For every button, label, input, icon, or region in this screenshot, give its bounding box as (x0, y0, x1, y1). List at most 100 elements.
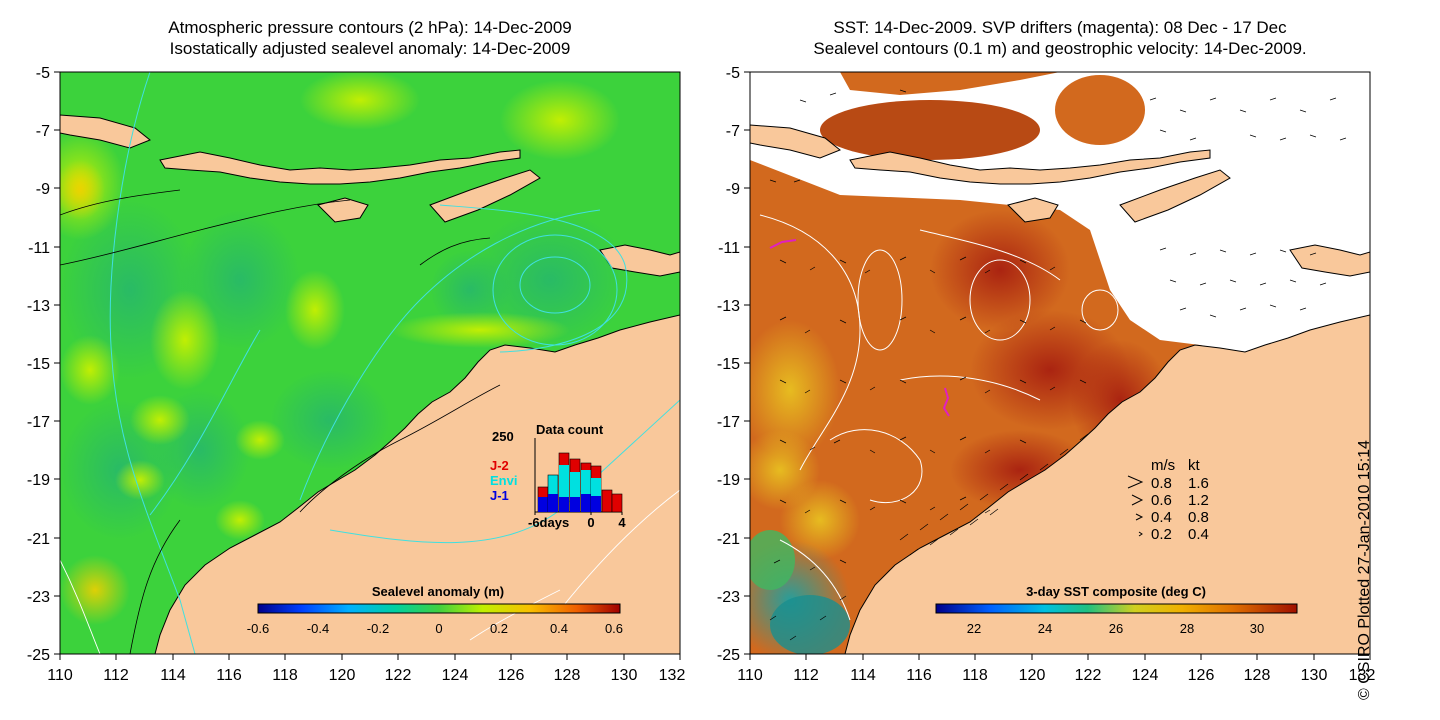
sumba-island-right (1007, 197, 1059, 223)
speed-arrow-icon (1138, 531, 1143, 537)
data-count-x-tick: 4 (618, 515, 626, 530)
left-y-tick: -13 (27, 298, 50, 315)
speed-legend-ms: 0.2 (1151, 526, 1172, 543)
sumba-island-left (317, 197, 369, 223)
left-y-tick: -5 (36, 65, 50, 82)
speed-legend-kt: 0.8 (1188, 509, 1209, 526)
left-y-tick: -17 (27, 414, 50, 431)
left-x-tick: 124 (442, 667, 469, 684)
left-colorbar-tick: 0.6 (605, 621, 623, 636)
speed-legend-ms: 0.8 (1151, 475, 1172, 492)
right-x-tick: 118 (962, 667, 988, 684)
left-y-tick: -21 (27, 531, 50, 548)
left-x-tick: 114 (160, 667, 186, 684)
left-y-tick: -25 (27, 647, 50, 664)
drifter-track (769, 239, 797, 249)
right-y-tick: -23 (717, 589, 740, 606)
right-y-tick: -13 (717, 298, 740, 315)
left-x-tick: 122 (385, 667, 412, 684)
left-colorbar-tick: 0.2 (490, 621, 508, 636)
right-x-tick: 116 (906, 667, 932, 684)
data-count-inset: Data count 250 -6days 0 (490, 422, 626, 530)
data-count-x-tick: 0 (587, 515, 594, 530)
speed-arrow-icon (1135, 513, 1144, 521)
right-x-tick: 124 (1132, 667, 1159, 684)
right-title-line2: Sealevel contours (0.1 m) and geostrophi… (813, 39, 1307, 58)
left-colorbar-title: Sealevel anomaly (m) (372, 584, 504, 599)
right-colorbar-tick: 30 (1250, 621, 1264, 636)
speed-legend-kt: 1.6 (1188, 475, 1209, 492)
data-count-title: Data count (536, 422, 604, 437)
right-colorbar-tick: 22 (967, 621, 981, 636)
left-x-tick: 132 (659, 667, 686, 684)
left-colorbar-tick: -0.4 (307, 621, 329, 636)
drifter-track (942, 387, 950, 417)
right-y-tick: -9 (726, 181, 740, 198)
left-x-tick: 118 (272, 667, 298, 684)
velocity-arrows (769, 89, 1347, 641)
right-y-tick: -17 (717, 414, 740, 431)
java-island-left (60, 114, 151, 149)
right-x-tick: 110 (737, 667, 763, 684)
right-x-tick: 120 (1019, 667, 1046, 684)
data-count-bars (537, 452, 623, 513)
left-colorbar: Sealevel anomaly (m) -0.6 -0.4 -0.2 0 0.… (247, 584, 623, 636)
right-axis-ticks (744, 71, 1371, 660)
lesser-sunda-chain-left (159, 149, 521, 185)
data-count-x-tick: -6days (528, 515, 569, 530)
left-title-line2: Isostatically adjusted sealevel anomaly:… (169, 39, 571, 58)
left-y-tick: -15 (27, 356, 50, 373)
left-y-tick: -19 (27, 472, 50, 489)
speed-legend-ms: 0.4 (1151, 509, 1172, 526)
left-y-tick: -9 (36, 181, 50, 198)
right-y-tick: -5 (726, 65, 740, 82)
speed-legend-kt: 0.4 (1188, 526, 1209, 543)
right-y-tick: -11 (718, 240, 740, 257)
right-y-tick: -7 (726, 123, 740, 140)
left-map (60, 72, 680, 654)
left-y-tick: -23 (27, 589, 50, 606)
left-x-tick: 128 (554, 667, 581, 684)
south-land-left (599, 244, 680, 277)
right-x-tick: 132 (1349, 667, 1376, 684)
australia-land-right (844, 314, 1370, 654)
left-x-tick: 112 (103, 667, 129, 684)
right-x-tick: 130 (1301, 667, 1328, 684)
right-x-tick: 122 (1075, 667, 1102, 684)
data-count-ymax: 250 (492, 429, 514, 444)
plot-credit: © CSIRO Plotted 27-Jan-2010 15:14 (1356, 440, 1373, 700)
left-y-tick: -11 (28, 240, 50, 257)
left-colorbar-tick: 0 (435, 621, 442, 636)
speed-legend-header-ms: m/s (1151, 457, 1175, 474)
speed-legend-ms: 0.6 (1151, 492, 1172, 509)
australia-land-left (154, 314, 680, 654)
speed-legend-header-kt: kt (1188, 457, 1201, 474)
left-y-tick: -7 (36, 123, 50, 140)
right-x-tick: 114 (850, 667, 876, 684)
left-x-tick: 110 (47, 667, 73, 684)
data-count-legend-j1: J-1 (490, 488, 509, 503)
right-x-tick: 112 (793, 667, 819, 684)
data-count-legend-j2: J-2 (490, 458, 509, 473)
data-count-legend-envi: Envi (490, 473, 517, 488)
speed-arrow-icon (1127, 475, 1144, 489)
right-y-tick: -15 (717, 356, 740, 373)
left-title-line1: Atmospheric pressure contours (2 hPa): 1… (168, 18, 572, 37)
right-y-tick: -25 (717, 647, 740, 664)
left-x-tick: 120 (329, 667, 356, 684)
left-axis-ticks (54, 71, 681, 660)
right-x-tick: 128 (1244, 667, 1271, 684)
right-y-tick: -21 (717, 531, 740, 548)
right-y-tick: -19 (717, 472, 740, 489)
right-map (750, 72, 1370, 654)
left-x-tick: 130 (611, 667, 638, 684)
left-x-tick: 126 (498, 667, 525, 684)
right-x-tick: 126 (1188, 667, 1215, 684)
timor-island-left (429, 169, 541, 223)
right-title-line1: SST: 14-Dec-2009. SVP drifters (magenta)… (833, 18, 1287, 37)
timor-island-right (1119, 169, 1231, 223)
speed-legend-kt: 1.2 (1188, 492, 1209, 509)
right-colorbar: 3-day SST composite (deg C) 22 24 26 28 … (935, 584, 1298, 636)
lesser-sunda-chain-right (849, 149, 1211, 185)
